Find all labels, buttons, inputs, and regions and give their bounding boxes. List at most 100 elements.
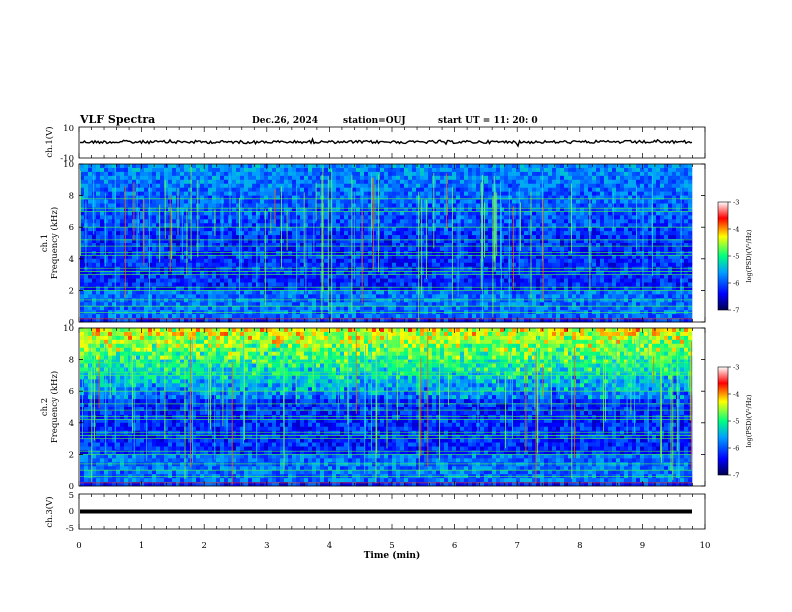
spec-cell (136, 195, 141, 200)
spec-cell (288, 306, 293, 311)
spec-cell (408, 211, 413, 216)
spec-cell (104, 171, 109, 177)
spec-cell (160, 219, 165, 224)
spec-cell (200, 294, 205, 299)
spec-cell (236, 250, 241, 256)
spec-cell (516, 231, 521, 236)
spec-cell (132, 164, 137, 169)
spec-cell (336, 227, 341, 232)
spec-cell (368, 302, 373, 307)
spec-cell (100, 298, 105, 303)
spec-cell (512, 191, 517, 196)
spec-cell (308, 167, 313, 173)
spec-cell (292, 246, 297, 252)
spec-cell (216, 203, 221, 208)
spec-cell (172, 199, 177, 204)
spec-cell (372, 254, 377, 260)
spec-cell (528, 290, 533, 295)
spec-cell (152, 175, 157, 181)
spec-cell (152, 171, 157, 177)
spec-cell (536, 270, 541, 275)
spec-cell (412, 258, 417, 264)
spec-cell (208, 302, 213, 307)
spec-cell (276, 199, 281, 204)
spec-cell (84, 318, 89, 323)
spec-cell (112, 258, 117, 264)
spec-cell (252, 207, 257, 212)
spec-cell (420, 314, 425, 319)
spec-cell (464, 203, 469, 208)
spec-cell (144, 246, 149, 252)
spec-cell (152, 306, 157, 311)
spec-cell (264, 203, 269, 208)
spec-cell (228, 250, 233, 256)
spec-cell (248, 314, 253, 319)
spec-cell (124, 167, 129, 173)
spec-cell (472, 262, 477, 267)
spec-cell (260, 195, 265, 200)
spec-cell (328, 235, 333, 240)
spec-cell (132, 306, 137, 311)
spec-cell (188, 219, 193, 224)
spec-cell (140, 254, 145, 260)
spec-cell (436, 171, 441, 177)
spec-cell (176, 183, 181, 188)
spec-cell (256, 231, 261, 236)
spec-cell (420, 187, 425, 192)
spec-cell (136, 254, 141, 260)
spec-cell (316, 227, 321, 232)
spec-cell (92, 243, 97, 248)
spec-cell (160, 306, 165, 311)
spec-cell (360, 175, 365, 181)
spec-cell (364, 314, 369, 319)
spec-cell (124, 250, 129, 256)
spec-cell (356, 195, 361, 200)
spec-cell (128, 235, 133, 240)
spec-cell (144, 231, 149, 236)
spec-cell (528, 191, 533, 196)
spec-cell (372, 318, 377, 323)
spec-cell (84, 286, 89, 291)
spec-cell (172, 270, 177, 275)
spec-cell (224, 227, 229, 232)
spec-cell (432, 314, 437, 319)
spec-cell (248, 302, 253, 307)
spec-cell (292, 203, 297, 208)
spec-cell (224, 183, 229, 188)
spec-cell (104, 179, 109, 185)
spec-cell (140, 243, 145, 248)
spec-cell (444, 306, 449, 311)
spec-cell (436, 167, 441, 173)
spec-cell (80, 199, 85, 204)
spec-cell (356, 302, 361, 307)
spec-cell (400, 235, 405, 240)
spec-cell (364, 215, 369, 220)
spec-cell (512, 286, 517, 291)
spec-cell (324, 302, 329, 307)
spec-cell (96, 278, 101, 283)
spec-cell (116, 219, 121, 224)
spec-cell (348, 167, 353, 173)
spec-cell (336, 223, 341, 228)
spec-cell (192, 250, 197, 256)
spec-cell (316, 179, 321, 185)
spec-cell (212, 262, 217, 267)
spec-cell (280, 239, 285, 244)
spec-cell (252, 282, 257, 287)
spec-cell (292, 282, 297, 287)
spec-cell (200, 187, 205, 192)
spec-cell (232, 167, 237, 173)
spec-cell (192, 175, 197, 181)
spec-cell (436, 227, 441, 232)
spec-cell (552, 231, 557, 236)
spec-cell (368, 298, 373, 303)
spec-cell (288, 203, 293, 208)
spec-cell (248, 278, 253, 283)
spec-cell (428, 239, 433, 244)
spec-cell (284, 274, 289, 279)
spec-cell (552, 215, 557, 220)
spec-cell (344, 207, 349, 212)
spec-cell (152, 227, 157, 232)
spec-cell (484, 191, 489, 196)
spec-cell (188, 179, 193, 185)
